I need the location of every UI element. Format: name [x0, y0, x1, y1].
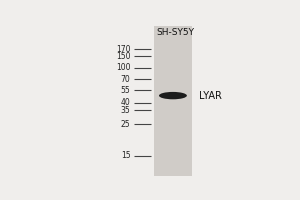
Bar [154, 26, 192, 176]
Text: 150: 150 [116, 52, 130, 61]
Text: 35: 35 [121, 106, 130, 115]
Text: 170: 170 [116, 45, 130, 54]
Text: 15: 15 [121, 151, 130, 160]
Text: 40: 40 [121, 98, 130, 107]
Text: 25: 25 [121, 120, 130, 129]
Text: 55: 55 [121, 86, 130, 95]
Ellipse shape [159, 92, 187, 99]
Text: 100: 100 [116, 63, 130, 72]
Text: 70: 70 [121, 75, 130, 84]
Text: LYAR: LYAR [199, 91, 222, 101]
Text: SH-SY5Y: SH-SY5Y [157, 28, 195, 37]
